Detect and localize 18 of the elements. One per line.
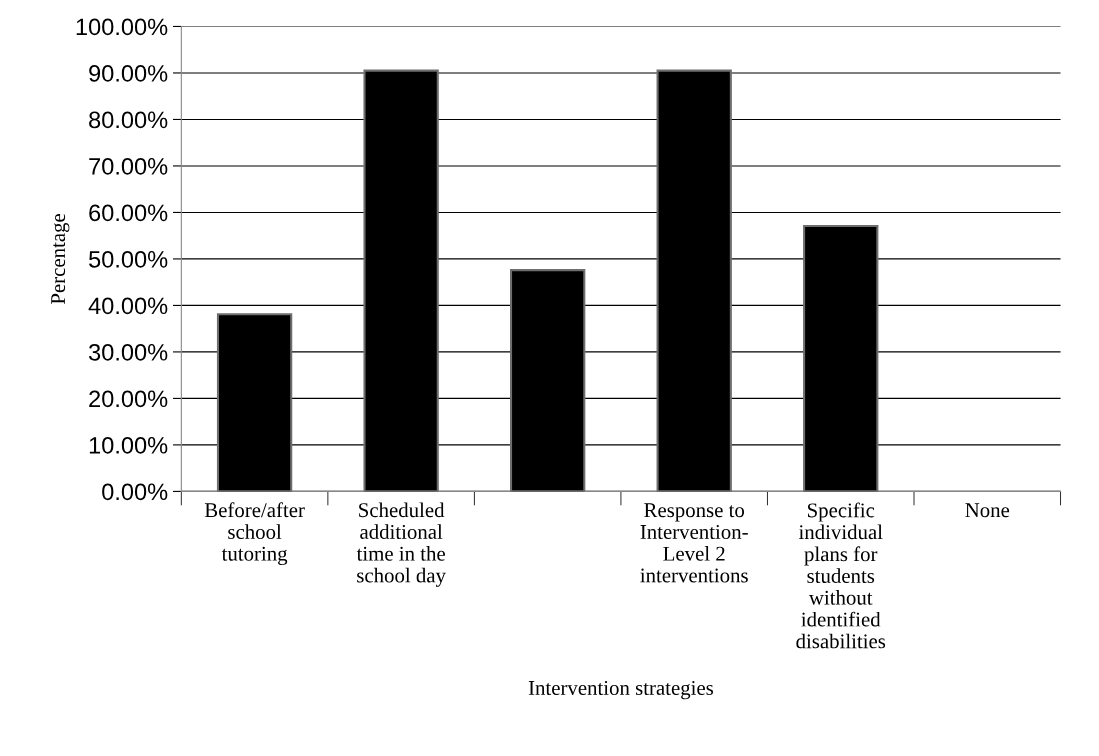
y-tick-label: 0.00% bbox=[102, 483, 168, 501]
y-tick-label: 80.00% bbox=[89, 111, 168, 129]
x-tick-label: Scheduled additional time in the school day bbox=[356, 502, 446, 587]
y-tick-label: 20.00% bbox=[89, 390, 168, 408]
x-axis-title: Intervention strategies bbox=[528, 680, 714, 700]
x-tick-label: Specific individual plans for students without identified disabilities bbox=[796, 502, 886, 649]
y-tick-label: 90.00% bbox=[89, 65, 168, 82]
y-tick-label: 30.00% bbox=[88, 343, 168, 361]
y-tick-label: 100.00% bbox=[76, 18, 168, 36]
y-tick-label: 10.00% bbox=[89, 436, 168, 454]
x-tick-label: Before/after school tutoring bbox=[204, 502, 305, 566]
y-axis-title: Percentage bbox=[51, 213, 70, 305]
y-tick-label: 70.00% bbox=[89, 158, 168, 175]
x-tick-label: Response to Intervention- Level 2 interventions bbox=[640, 503, 748, 583]
y-tick-label: 50.00% bbox=[89, 251, 168, 268]
y-tick-label: 40.00% bbox=[88, 297, 168, 315]
x-tick-label: None bbox=[965, 503, 1010, 518]
y-tick-label: 60.00% bbox=[89, 204, 168, 222]
